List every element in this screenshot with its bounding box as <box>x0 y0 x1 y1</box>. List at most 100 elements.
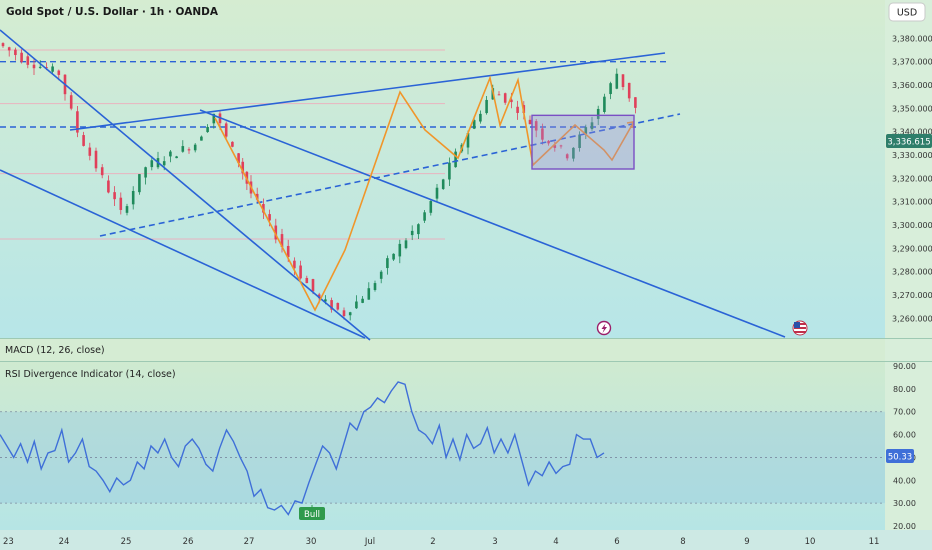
price-tick: 3,260.000 <box>892 314 932 323</box>
candle <box>51 63 54 74</box>
trendline <box>69 52 666 131</box>
symbol-title: Gold Spot / U.S. Dollar · 1h · OANDA <box>6 6 219 18</box>
candle <box>367 282 371 300</box>
candle <box>187 147 191 154</box>
price-tick: 3,270.000 <box>892 291 932 300</box>
price-tick: 3,320.000 <box>892 174 932 183</box>
rsi-series <box>0 381 885 516</box>
candle <box>100 164 104 179</box>
candle <box>94 147 98 172</box>
price-pane-bg <box>0 0 885 338</box>
candle <box>379 270 383 284</box>
rsi-band <box>0 411 885 504</box>
time-tick: 2 <box>430 537 435 547</box>
rsi-tick: 90.00 <box>893 362 916 371</box>
rsi-label: RSI Divergence Indicator (14, close) <box>5 369 176 380</box>
candle <box>615 68 619 90</box>
macd-label: MACD (12, 26, close) <box>5 345 105 356</box>
candle <box>398 239 402 264</box>
trendline <box>0 29 371 341</box>
time-tick: 30 <box>306 537 317 547</box>
candle <box>299 260 302 280</box>
candle <box>386 255 389 275</box>
price-tick: 3,330.000 <box>892 151 932 160</box>
candle <box>373 280 377 292</box>
candle <box>547 140 550 146</box>
candle <box>231 141 234 148</box>
candle <box>193 143 197 153</box>
candle <box>330 297 333 313</box>
time-tick: 9 <box>744 537 749 547</box>
candle <box>503 92 507 105</box>
candle <box>76 105 79 138</box>
candle <box>336 302 340 311</box>
zigzag-line <box>214 75 633 312</box>
us-flag-icon[interactable] <box>792 320 808 336</box>
candle <box>26 52 30 69</box>
candle <box>206 124 209 133</box>
time-tick: 23 <box>3 537 14 547</box>
price-tick: 3,280.000 <box>892 268 932 277</box>
rsi-tick: 80.00 <box>893 385 916 394</box>
currency-button-label: USD <box>897 8 917 19</box>
candle <box>423 209 426 224</box>
price-tick: 3,380.000 <box>892 34 932 43</box>
candle <box>410 225 414 241</box>
candle <box>181 140 185 153</box>
candle <box>107 175 110 194</box>
time-tick: 24 <box>59 537 70 547</box>
candle <box>169 149 172 163</box>
candle <box>224 121 228 140</box>
rsi-tick: 70.00 <box>893 408 916 417</box>
rsi-value-tag: 50.33 <box>886 449 914 463</box>
rsi-line <box>0 381 605 516</box>
candle <box>7 46 11 57</box>
candle <box>241 158 245 180</box>
lightning-icon[interactable] <box>596 320 612 336</box>
candle <box>559 144 563 149</box>
price-tick: 3,360.000 <box>892 81 932 90</box>
candle <box>305 275 309 284</box>
candle <box>429 200 433 216</box>
macd-pane-bg <box>0 339 885 361</box>
candle <box>144 166 147 185</box>
time-tick: 4 <box>553 537 558 547</box>
time-tick: 11 <box>869 537 880 547</box>
candle <box>125 203 129 216</box>
candle <box>348 311 352 321</box>
candle <box>565 153 569 161</box>
candle <box>528 115 532 125</box>
candle <box>293 257 296 276</box>
candle <box>485 95 488 115</box>
zigzag-arrow <box>626 121 634 129</box>
candle <box>584 124 588 140</box>
candle <box>572 147 575 162</box>
currency-button[interactable]: USD <box>888 2 926 22</box>
bull-divergence-label: Bull <box>299 505 325 520</box>
candle <box>88 142 92 161</box>
candle <box>262 198 265 220</box>
candle <box>634 97 637 114</box>
candle <box>20 49 23 64</box>
candle <box>150 156 154 171</box>
candle <box>131 186 135 210</box>
candle <box>119 192 123 215</box>
price-tick: 3,350.000 <box>892 104 932 113</box>
candle <box>361 296 364 304</box>
trendlines <box>0 29 786 341</box>
price-tick: 3,310.000 <box>892 198 932 207</box>
candle <box>417 223 420 240</box>
trendline <box>99 113 681 237</box>
rsi-tick: 30.00 <box>893 499 916 508</box>
candle <box>200 135 203 141</box>
time-tick: 26 <box>183 537 194 547</box>
candle <box>609 81 612 100</box>
time-tick: 27 <box>244 537 255 547</box>
price-tick: 3,290.000 <box>892 244 932 253</box>
time-tick: 10 <box>805 537 816 547</box>
last-price-tag: 3,336.615 <box>886 134 932 148</box>
candle <box>621 74 625 91</box>
price-tick: 3,370.000 <box>892 58 932 67</box>
rsi-tick: 60.00 <box>893 431 916 440</box>
